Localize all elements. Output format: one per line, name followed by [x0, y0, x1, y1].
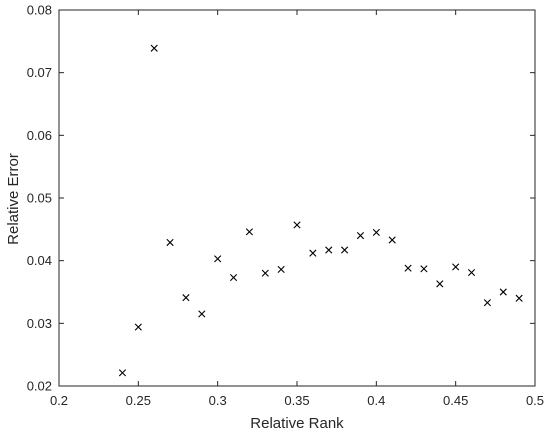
data-point-x-marker [214, 255, 222, 263]
data-point-x-marker [483, 299, 491, 307]
y-tick-label: 0.06 [27, 128, 52, 143]
plot-area-frame [58, 9, 536, 387]
data-point-x-marker [261, 269, 269, 277]
x-tick-label: 0.45 [443, 393, 468, 408]
data-point-x-marker [277, 265, 285, 274]
y-tick-label: 0.04 [27, 253, 52, 268]
data-point-x-marker [229, 273, 238, 282]
data-point-x-marker [118, 369, 127, 377]
x-tick-label: 0.2 [50, 393, 68, 408]
data-point-x-marker [182, 294, 190, 302]
x-tick-label: 0.35 [284, 393, 309, 408]
x-axis-label: Relative Rank [250, 415, 344, 432]
data-point-x-marker [499, 288, 507, 296]
data-point-x-marker [420, 265, 428, 273]
data-point-x-marker [436, 280, 444, 288]
data-point-x-marker [515, 294, 523, 302]
data-point-x-marker [325, 246, 333, 254]
y-tick-label: 0.08 [27, 3, 52, 18]
data-point-x-marker [134, 323, 142, 331]
data-point-x-marker [166, 238, 174, 247]
y-axis-label: Relative Error [5, 153, 22, 245]
x-tick-label: 0.5 [526, 393, 544, 408]
data-point-x-marker [467, 268, 476, 277]
y-tick-label: 0.05 [27, 191, 52, 206]
data-point-x-marker [452, 263, 460, 271]
data-point-x-marker [404, 264, 412, 272]
data-point-x-marker [356, 232, 365, 240]
data-point-x-marker [245, 228, 253, 236]
data-point-x-marker [309, 249, 317, 257]
data-point-x-marker [388, 236, 396, 244]
data-point-x-marker [372, 228, 380, 237]
y-tick-label: 0.03 [27, 316, 52, 331]
data-point-x-marker [341, 246, 349, 254]
data-point-x-marker [198, 310, 206, 318]
data-point-x-marker [293, 221, 301, 229]
x-tick-label: 0.4 [367, 393, 385, 408]
y-tick-label: 0.02 [27, 379, 52, 394]
y-tick-label: 0.07 [27, 65, 52, 80]
x-tick-label: 0.25 [126, 393, 151, 408]
x-tick-label: 0.3 [209, 393, 227, 408]
data-point-x-marker [150, 44, 158, 52]
